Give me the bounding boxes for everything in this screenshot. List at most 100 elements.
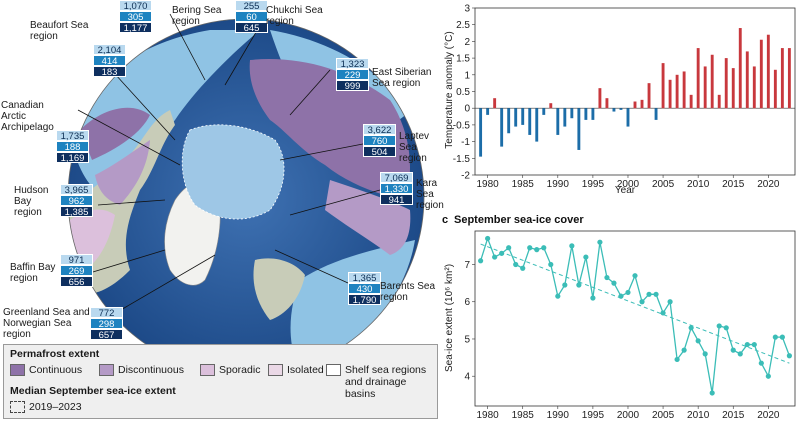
anomaly-bar-1990: [556, 108, 560, 135]
x-tick-label: 2020: [757, 179, 780, 190]
anomaly-bar-2017: [745, 51, 749, 109]
sea-ice-swatch: [10, 401, 25, 413]
bering-sea-values: 1,070 305 1,177: [119, 0, 152, 34]
sporadic-swatch: [200, 364, 215, 376]
value-top: 1,365: [348, 272, 381, 284]
y-tick-label: 5: [464, 334, 470, 345]
laptev-sea-values: 3,622 760 504: [363, 124, 396, 158]
median-sea-ice-extent-outline: [181, 124, 285, 220]
x-tick-label: 1980: [477, 410, 500, 419]
sea-ice-y-axis-label: Sea-ice extent (10⁶ km²): [444, 264, 455, 372]
anomaly-x-axis-label: Year: [615, 185, 636, 196]
sea-ice-point-2011: [702, 351, 708, 357]
anomaly-bar-2015: [731, 68, 735, 109]
anomaly-bar-2002: [640, 99, 644, 109]
sea-ice-years-label: 2019–2023: [29, 401, 82, 413]
x-tick-label: 1995: [582, 410, 605, 419]
x-tick-label: 1985: [512, 179, 535, 190]
sea-ice-point-2022: [779, 334, 785, 340]
sea-ice-point-1999: [618, 293, 624, 299]
charts-panel: -2 -1.5 -1 -0.5 0 0.5 1 1.5 2 2.5 3 1980 1985 1990 19…: [440, 0, 800, 421]
x-tick-label: 1990: [547, 410, 570, 419]
y-tick-label: -2: [461, 171, 470, 182]
land-scandinavia: [253, 258, 305, 320]
value-top: 7,069: [380, 172, 413, 184]
value-middle: 760: [363, 135, 396, 147]
value-bottom: 656: [60, 276, 93, 288]
anomaly-bar-1996: [598, 88, 602, 109]
sea-ice-point-1994: [583, 254, 589, 260]
isolated-swatch: [268, 364, 283, 376]
anomaly-bar-2004: [654, 108, 658, 120]
barents-sea-label: Barents Sea region: [380, 281, 436, 303]
sea-ice-point-1981: [492, 254, 498, 260]
map-legend: Permafrost extent Continuous Discontinuo…: [3, 344, 438, 419]
value-middle: 1,330: [380, 183, 413, 195]
anomaly-bar-1980: [486, 108, 490, 115]
anomaly-bar-1982: [500, 108, 504, 147]
sea-ice-point-2013: [716, 323, 722, 329]
anomaly-bar-1984: [514, 108, 518, 127]
y-tick-label: 0: [464, 104, 470, 115]
value-top: 2,104: [93, 44, 126, 56]
anomaly-bar-2011: [703, 66, 707, 109]
anomaly-bar-2020: [766, 34, 770, 109]
continuous-label: Continuous: [29, 364, 83, 376]
anomaly-bar-2013: [717, 94, 721, 109]
anomaly-bar-2009: [689, 94, 693, 109]
y-tick-label: 6: [464, 297, 470, 308]
canadian-arctic-values: 1,735 188 1,169: [56, 130, 89, 164]
x-tick-label: 2015: [722, 179, 745, 190]
sea-ice-point-1990: [555, 293, 561, 299]
sea-ice-point-2016: [737, 351, 743, 357]
shelf-sea-area-southeast: [290, 240, 415, 345]
sea-ice-legend-title: Median September sea-ice extent: [10, 385, 176, 397]
value-bottom: 1,177: [119, 22, 152, 34]
anomaly-bar-1987: [535, 108, 539, 142]
permafrost-continuous-siberia: [249, 59, 410, 201]
y-tick-label: -1: [461, 137, 470, 148]
beaufort-sea-label: Beaufort Sea region: [30, 20, 89, 42]
sea-ice-point-2002: [639, 299, 645, 305]
value-top: 772: [90, 307, 123, 319]
permafrost-discontinuous-siberia: [325, 180, 411, 255]
anomaly-bar-2005: [661, 63, 665, 109]
value-bottom: 1,385: [60, 206, 93, 218]
sea-ice-point-2023: [786, 353, 792, 359]
sea-ice-point-1987: [534, 247, 540, 253]
east-siberian-sea-label: East Siberian Sea region: [372, 67, 432, 89]
continuous-swatch: [10, 364, 25, 376]
kara-sea-values: 7,069 1,330 941: [380, 172, 413, 206]
sea-ice-point-2012: [709, 390, 715, 396]
anomaly-bar-2007: [675, 74, 679, 109]
sea-ice-point-2007: [674, 356, 680, 363]
y-tick-label: -0.5: [453, 120, 471, 131]
y-tick-label: 3: [464, 4, 470, 15]
anomaly-bar-1985: [521, 108, 525, 125]
anomaly-bar-2022: [780, 48, 784, 109]
anomaly-bar-2010: [696, 48, 700, 109]
value-bottom: 1,790: [348, 294, 381, 306]
value-middle: 269: [60, 265, 93, 277]
value-top: 1,323: [336, 58, 369, 70]
anomaly-bar-1995: [591, 108, 595, 120]
value-middle: 430: [348, 283, 381, 295]
value-middle: 188: [56, 141, 89, 153]
sea-ice-point-1979: [478, 258, 484, 264]
anomaly-bar-1979: [479, 108, 483, 157]
x-tick-label: 2010: [687, 410, 710, 419]
sea-ice-point-1996: [597, 239, 603, 245]
sea-ice-point-2009: [688, 325, 694, 331]
sea-ice-point-1983: [506, 245, 512, 251]
y-tick-label: 1: [464, 70, 470, 81]
x-tick-label: 2005: [652, 179, 675, 190]
value-middle: 305: [119, 11, 152, 23]
x-tick-label: 2000: [617, 179, 640, 190]
sea-ice-point-2001: [632, 273, 638, 279]
value-top: 971: [60, 254, 93, 266]
anomaly-bar-2018: [752, 66, 756, 109]
x-tick-label: 2005: [652, 410, 675, 419]
kara-sea-label: Kara Sea region: [416, 178, 444, 211]
y-tick-label: 2.5: [456, 20, 470, 31]
y-tick-label: 0.5: [456, 87, 470, 98]
